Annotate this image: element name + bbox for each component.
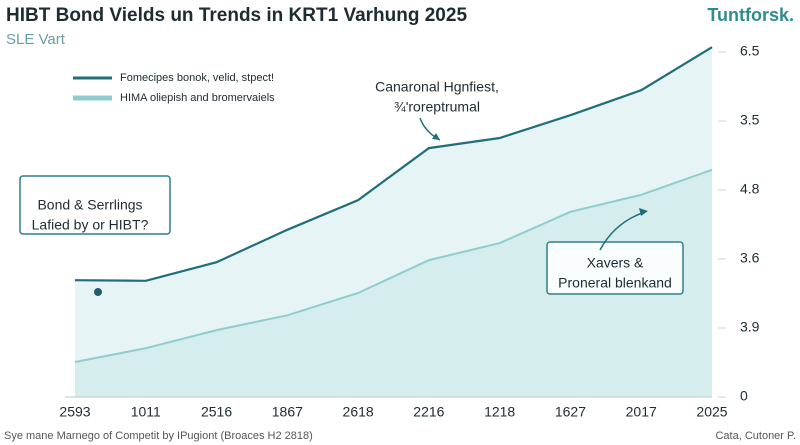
x-tick-label: 1218 — [484, 404, 515, 420]
annotation-text: Proneral blenkand — [558, 275, 672, 291]
y-tick-label: 4.8 — [740, 181, 760, 197]
annotation-box — [546, 241, 684, 295]
annotation-text: ¾'roreptrumal — [394, 99, 480, 115]
arrow — [599, 211, 646, 251]
x-tick-label: 2516 — [201, 404, 232, 420]
logo: Tuntforsk. — [707, 5, 794, 25]
x-tick-label: 2216 — [413, 404, 444, 420]
x-tick-label: 1627 — [555, 404, 586, 420]
footer: Sye mane Marnego of Competit by IPugiont… — [4, 430, 313, 442]
series-line — [74, 46, 713, 282]
legend-label: Fomecipes bonok, velid, stpect! — [120, 72, 274, 84]
chart-title: HIBT Bond Vields un Trends in KRT1 Varhu… — [6, 5, 467, 26]
x-tick-label: 2593 — [59, 404, 90, 420]
marker — [94, 288, 102, 296]
annotation-text: Lafied by or HIBT? — [32, 217, 149, 233]
annotation-text: Bond & Serrlings — [37, 197, 142, 213]
x-tick-label: 1867 — [272, 404, 303, 420]
y-tick-label: 6.5 — [740, 43, 760, 59]
arrow-head — [639, 208, 648, 216]
chart-subtitle: SLE Vart — [6, 31, 66, 48]
series-line — [74, 168, 713, 363]
y-tick-label: 0 — [740, 388, 748, 404]
x-tick-label: 1011 — [131, 404, 161, 420]
x-tick-label: 2618 — [343, 404, 374, 420]
annotation-text: Canaronal Hgnfiest, — [375, 79, 499, 95]
x-tick-label: 2017 — [626, 404, 657, 420]
area — [75, 169, 712, 397]
arrow-head — [432, 133, 440, 140]
y-tick-label: 3.6 — [740, 250, 760, 266]
y-tick-label: 3.5 — [740, 112, 760, 128]
annotation-box — [19, 175, 171, 235]
areas — [75, 47, 712, 397]
annotation-text: Xavers & — [587, 255, 644, 271]
x-tick-label: 2025 — [696, 404, 727, 420]
y-tick-label: 3.9 — [740, 319, 760, 335]
legend-label: HIMA oliepish and bromervaiels — [120, 92, 275, 104]
footer-right: Cata, Cutoner P. — [715, 430, 796, 442]
